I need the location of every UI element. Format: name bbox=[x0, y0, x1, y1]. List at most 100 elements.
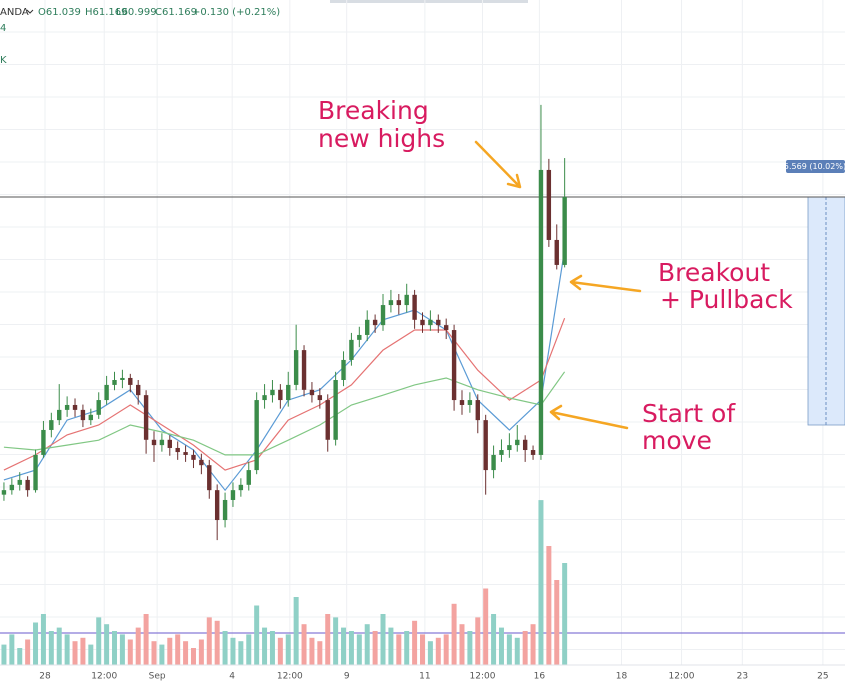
candle-body bbox=[159, 439, 165, 446]
candle-body bbox=[222, 499, 228, 521]
x-axis: 28 12:00 Sep 4 12:00 9 11 12:00 16 18 12:00 23 25 bbox=[0, 664, 845, 682]
volume-bar bbox=[285, 634, 291, 665]
candle-body bbox=[1, 490, 7, 495]
candle-body bbox=[167, 439, 172, 448]
candle-body bbox=[420, 319, 425, 326]
ohlc-change: +0.130 (+0.21%) bbox=[192, 7, 280, 18]
volume-bar bbox=[40, 614, 46, 665]
candle-body bbox=[57, 409, 62, 421]
volume-bar bbox=[420, 634, 425, 665]
annotation: move bbox=[642, 426, 712, 455]
x-tick-label: 4 bbox=[229, 672, 235, 682]
volume-bar bbox=[404, 631, 410, 665]
candle-body bbox=[562, 196, 567, 265]
candle-body bbox=[64, 404, 70, 410]
candle-body bbox=[293, 350, 299, 385]
candle-body bbox=[325, 400, 330, 440]
volume-bar bbox=[127, 639, 133, 665]
candle-body bbox=[41, 429, 46, 455]
candle-body bbox=[372, 319, 378, 326]
candle-body bbox=[80, 409, 86, 421]
candle-body bbox=[151, 439, 157, 446]
volume-bar bbox=[554, 580, 560, 665]
volume-bar bbox=[206, 617, 212, 665]
x-tick-label: 23 bbox=[737, 672, 748, 682]
ohlc-open: O61.039 bbox=[38, 7, 81, 18]
candle-body bbox=[428, 319, 433, 326]
volume-bar bbox=[88, 644, 94, 665]
symbol-chevron[interactable] bbox=[26, 9, 34, 14]
x-tick-label: Sep bbox=[149, 672, 166, 682]
x-tick-label: 12:00 bbox=[277, 672, 303, 682]
volume bbox=[1, 500, 568, 665]
volume-bar bbox=[396, 634, 402, 665]
volume-bar bbox=[491, 614, 497, 665]
candle-body bbox=[33, 454, 38, 491]
candle-body bbox=[199, 459, 204, 466]
candle-body bbox=[214, 490, 220, 521]
candle-body bbox=[286, 384, 291, 401]
candle-body bbox=[388, 300, 394, 306]
candle-body bbox=[507, 445, 512, 451]
volume-bar bbox=[364, 624, 370, 665]
volume-bar bbox=[17, 648, 23, 665]
volume-bar bbox=[451, 603, 457, 665]
candle-body bbox=[72, 404, 78, 410]
legend-fragment: 4 bbox=[0, 23, 6, 34]
candle-body bbox=[104, 384, 109, 401]
candle-body bbox=[301, 350, 307, 390]
volume-bar bbox=[238, 641, 244, 665]
volume-bar bbox=[214, 620, 220, 665]
candle-body bbox=[191, 454, 196, 460]
candle-body bbox=[278, 389, 283, 401]
volume-bar bbox=[538, 500, 544, 665]
measure-box bbox=[807, 196, 845, 426]
volume-bar bbox=[380, 614, 386, 665]
candle-body bbox=[530, 450, 536, 455]
candle-body bbox=[515, 439, 520, 446]
volume-bar bbox=[246, 634, 252, 665]
candle-body bbox=[412, 294, 417, 320]
volume-bar bbox=[483, 588, 489, 665]
arrow bbox=[549, 404, 629, 430]
volume-bar bbox=[562, 563, 568, 665]
volume-bar bbox=[277, 637, 283, 665]
candle-body bbox=[230, 490, 236, 500]
volume-bar bbox=[333, 617, 339, 665]
volume-bar bbox=[506, 634, 512, 665]
volume-bar bbox=[301, 624, 307, 665]
volume-bar bbox=[190, 648, 196, 665]
volume-bar bbox=[80, 637, 86, 665]
candle-body bbox=[128, 377, 133, 385]
volume-bar bbox=[151, 641, 157, 665]
candle-body bbox=[96, 400, 101, 415]
volume-bar bbox=[119, 634, 125, 665]
volume-bar bbox=[325, 614, 331, 665]
volume-bar bbox=[159, 644, 165, 665]
candle-body bbox=[238, 484, 244, 491]
candle-body bbox=[333, 380, 338, 440]
candle-body bbox=[309, 389, 315, 396]
volume-bar bbox=[514, 637, 520, 665]
volume-bar bbox=[112, 631, 118, 665]
annotation: Breaking bbox=[318, 96, 429, 125]
volume-bar bbox=[427, 641, 433, 665]
volume-bar bbox=[348, 631, 354, 665]
volume-bar bbox=[175, 634, 181, 665]
volume-bar bbox=[1, 644, 7, 665]
candle-body bbox=[499, 450, 504, 455]
candle-body bbox=[380, 305, 386, 326]
symbol[interactable]: ANDA bbox=[0, 7, 29, 18]
candle-body bbox=[25, 479, 30, 491]
candle-body bbox=[357, 334, 362, 340]
arrow bbox=[569, 274, 642, 293]
volume-bar bbox=[443, 634, 449, 665]
candle-body bbox=[143, 395, 149, 440]
volume-bar bbox=[64, 634, 70, 665]
candle-body bbox=[246, 470, 251, 485]
moving-average bbox=[3, 317, 566, 471]
x-tick-label: 9 bbox=[344, 672, 350, 682]
arrows bbox=[474, 140, 642, 430]
candle-body bbox=[341, 359, 346, 380]
